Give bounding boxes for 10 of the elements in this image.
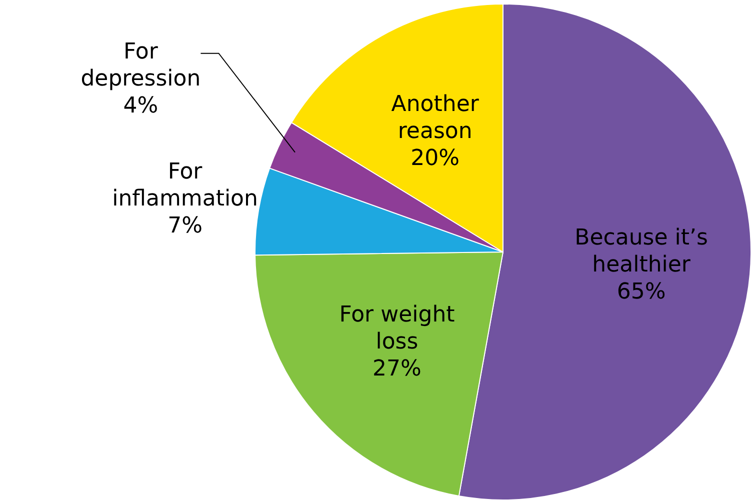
data-label: 7% [168, 213, 202, 238]
slice-label: Another reason [391, 91, 480, 144]
slice-label: For weight loss [339, 302, 456, 354]
data-label: 4% [123, 92, 158, 118]
data-label: 20% [410, 145, 460, 170]
slice-label: Because it’s healthier [574, 224, 708, 277]
slice-label: For depression [80, 38, 201, 91]
data-label: 65% [616, 278, 666, 304]
slice-label: For inflammation [112, 159, 258, 212]
data-label: 27% [372, 356, 422, 382]
